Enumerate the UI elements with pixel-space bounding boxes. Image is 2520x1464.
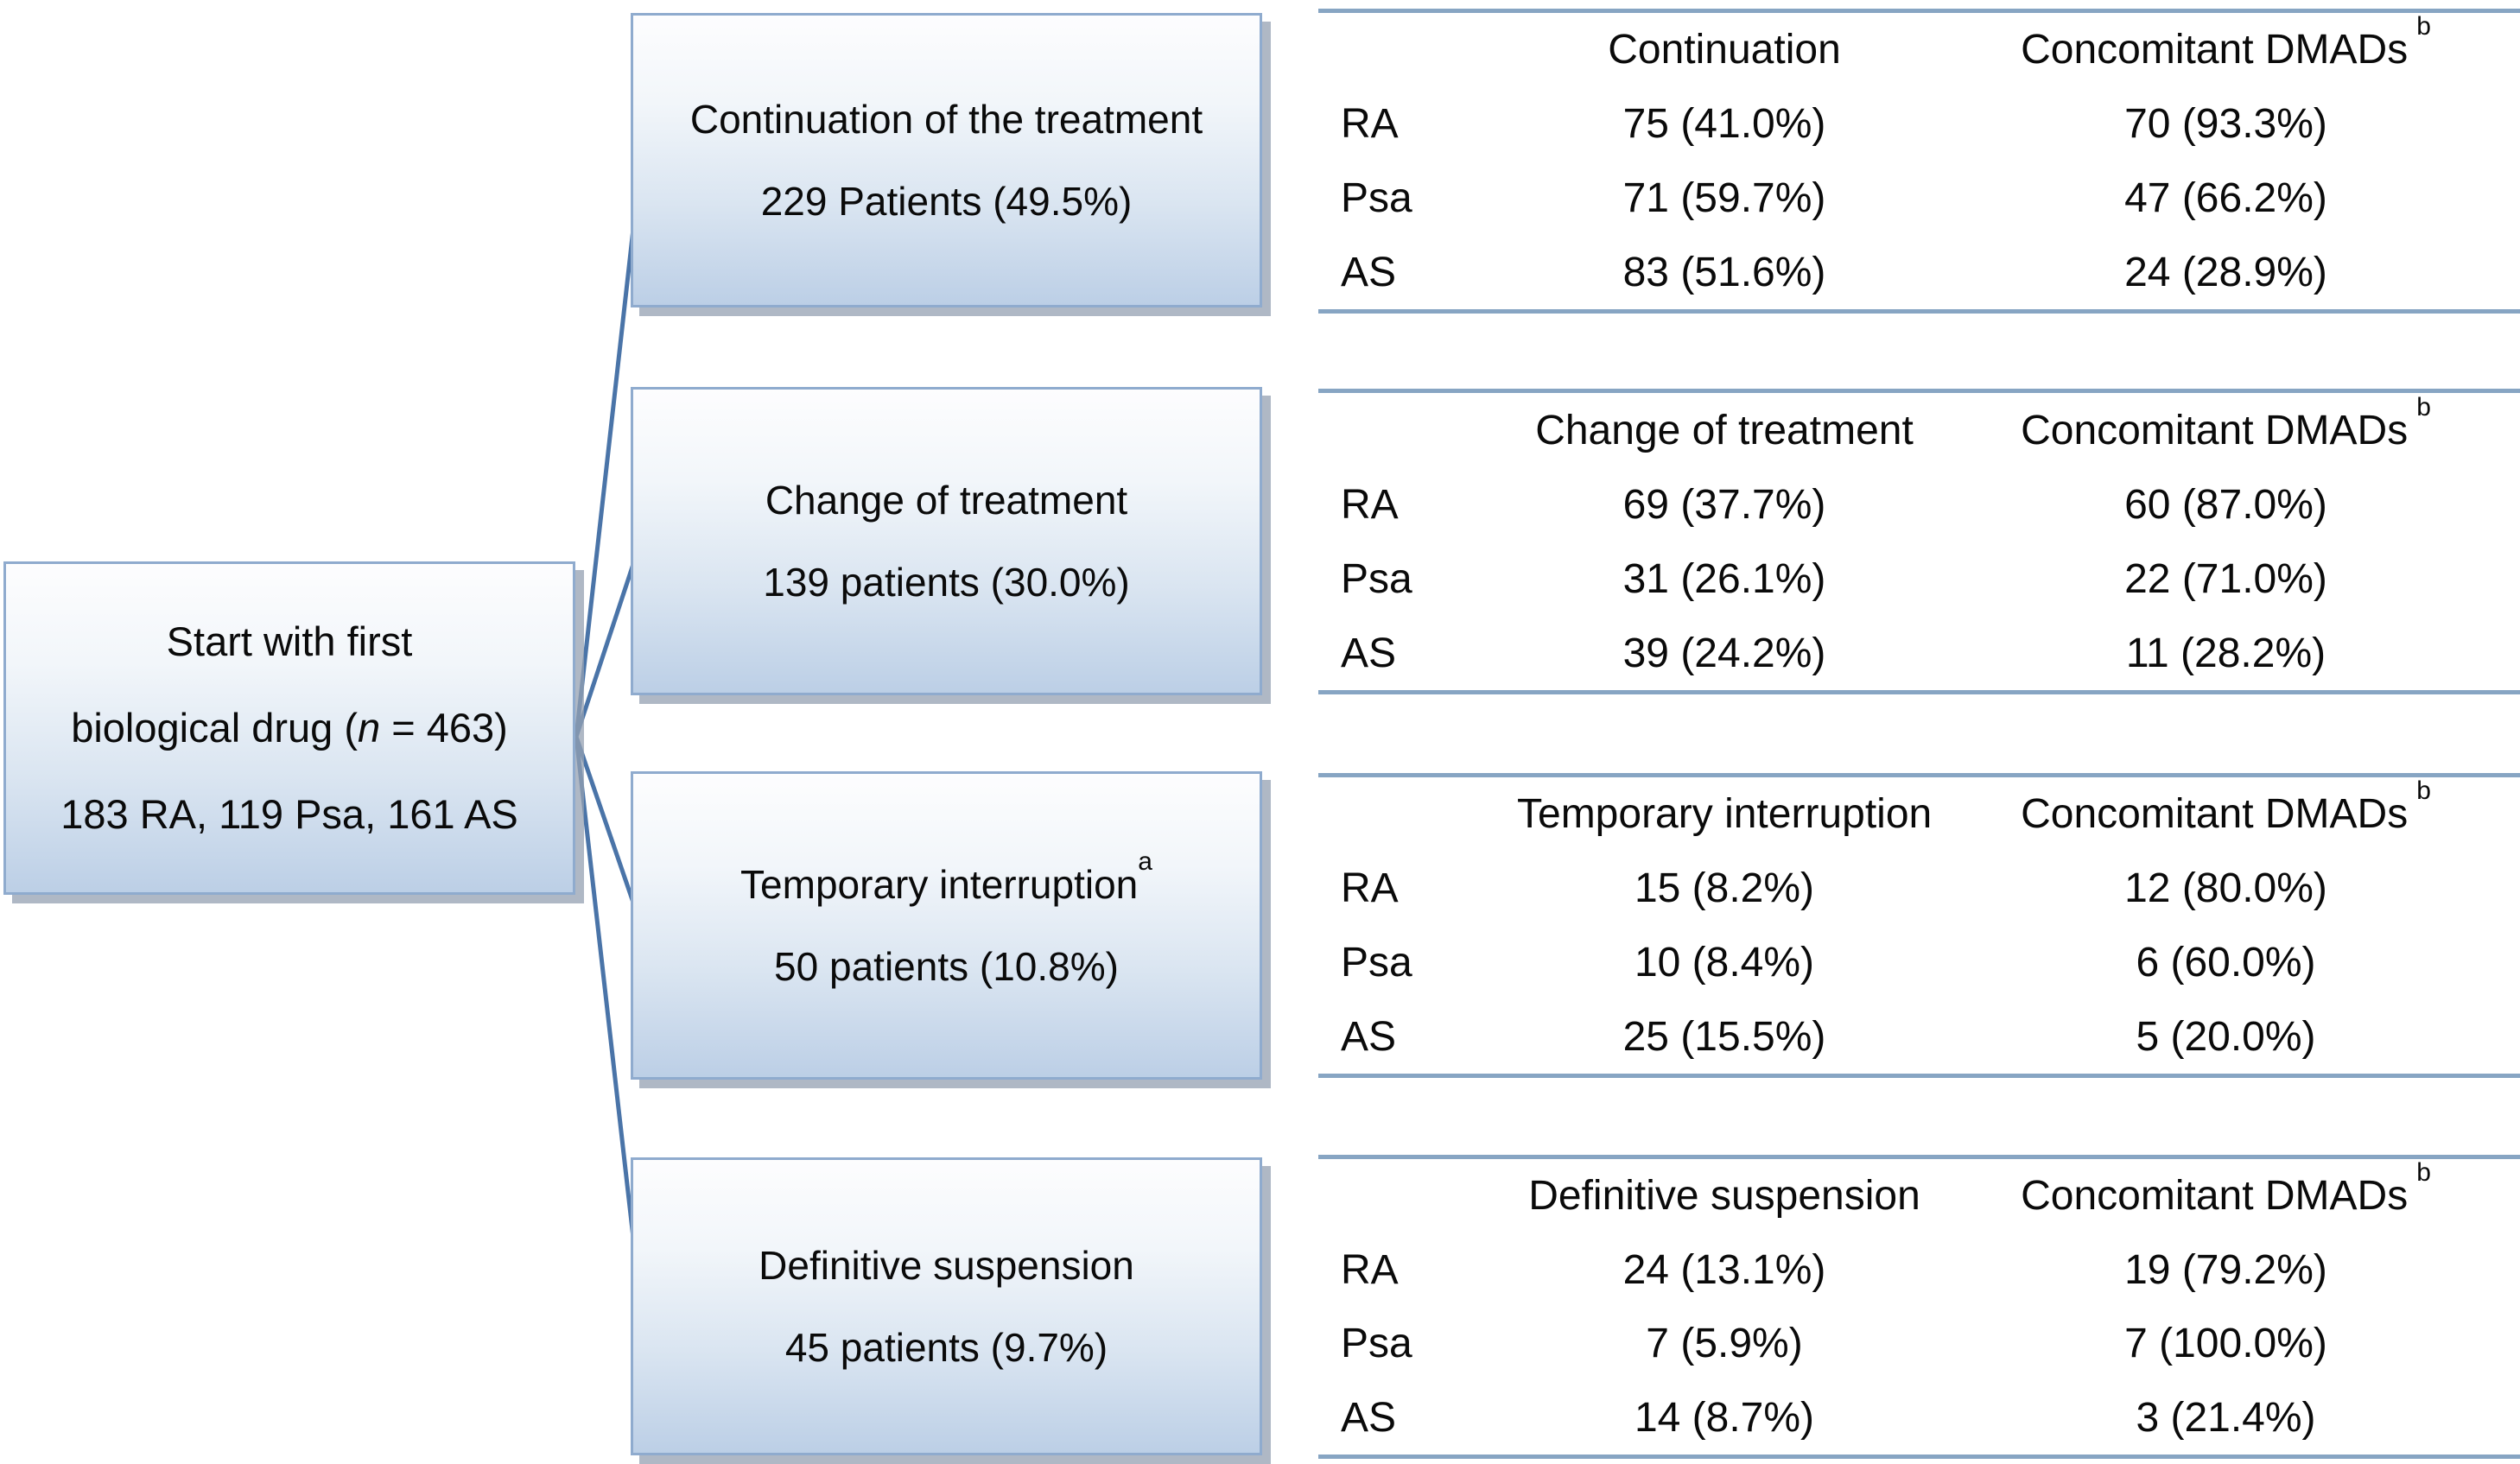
column-header-dmards: Concomitant DMADsb xyxy=(2021,1158,2431,1220)
dmards-value: 3 (21.4%) xyxy=(2136,1394,2316,1441)
footnote-marker-b: b xyxy=(2416,1158,2431,1188)
table-change-of-treatment: Change of treatment Concomitant DMADsb R… xyxy=(1318,389,2520,694)
table-row: AS 25 (15.5%) 5 (20.0%) xyxy=(1318,1013,2520,1061)
box-definitive-suspension: Definitive suspension 45 patients (9.7%) xyxy=(631,1157,1262,1455)
connector-line-change xyxy=(574,540,644,738)
table-row: AS 14 (8.7%) 3 (21.4%) xyxy=(1318,1394,2520,1442)
root-box-line1: Start with first xyxy=(166,618,413,664)
box-temporary-title: Temporary interruptiona xyxy=(740,847,1152,907)
table-row: Psa 31 (26.1%) 22 (71.0%) xyxy=(1318,555,2520,603)
row-label: Psa xyxy=(1341,555,1412,602)
table-row: RA 75 (41.0%) 70 (93.3%) xyxy=(1318,100,2520,148)
connector-line-definitive xyxy=(574,736,644,1307)
box-temporary-interruption: Temporary interruptiona 50 patients (10.… xyxy=(631,771,1262,1080)
row-label: AS xyxy=(1341,1394,1397,1441)
box-continuation-subtitle: 229 Patients (49.5%) xyxy=(760,178,1133,224)
outcome-value: 15 (8.2%) xyxy=(1634,865,1815,912)
row-label: AS xyxy=(1341,249,1397,295)
table-row: RA 15 (8.2%) 12 (80.0%) xyxy=(1318,865,2520,912)
table-row: RA 24 (13.1%) 19 (79.2%) xyxy=(1318,1246,2520,1294)
root-box-line2: biological drug (n = 463) xyxy=(71,705,508,751)
footnote-marker-a: a xyxy=(1138,847,1152,877)
outcome-value: 69 (37.7%) xyxy=(1622,481,1826,528)
table-row: Psa 10 (8.4%) 6 (60.0%) xyxy=(1318,939,2520,986)
dmards-value: 6 (60.0%) xyxy=(2136,939,2316,986)
row-label: Psa xyxy=(1341,174,1412,221)
outcome-value: 71 (59.7%) xyxy=(1622,174,1826,221)
table-row: AS 39 (24.2%) 11 (28.2%) xyxy=(1318,630,2520,677)
table-header-row: Change of treatment Concomitant DMADsb xyxy=(1318,392,2520,454)
table-row: RA 69 (37.7%) 60 (87.0%) xyxy=(1318,481,2520,529)
table-header-row: Definitive suspension Concomitant DMADsb xyxy=(1318,1158,2520,1220)
table-header-row: Temporary interruption Concomitant DMADs… xyxy=(1318,776,2520,838)
row-label: Psa xyxy=(1341,1321,1412,1367)
outcome-value: 75 (41.0%) xyxy=(1622,101,1826,148)
dmards-value: 22 (71.0%) xyxy=(2124,555,2327,602)
column-header-outcome: Continuation xyxy=(1608,27,1841,73)
root-box-start-first-biological-drug: Start with first biological drug (n = 46… xyxy=(3,561,575,895)
outcome-value: 10 (8.4%) xyxy=(1634,939,1815,986)
row-label: RA xyxy=(1341,1246,1399,1293)
footnote-marker-b: b xyxy=(2416,776,2431,806)
box-definitive-title: Definitive suspension xyxy=(759,1242,1134,1288)
dmards-value: 47 (66.2%) xyxy=(2124,174,2327,221)
dmards-value: 60 (87.0%) xyxy=(2124,481,2327,528)
column-header-outcome: Definitive suspension xyxy=(1528,1173,1920,1220)
box-continuation-title: Continuation of the treatment xyxy=(689,96,1203,142)
box-definitive-subtitle: 45 patients (9.7%) xyxy=(784,1324,1108,1370)
row-label: RA xyxy=(1341,865,1399,912)
outcome-value: 24 (13.1%) xyxy=(1622,1246,1826,1293)
column-header-dmards: Concomitant DMADsb xyxy=(2021,776,2431,838)
outcome-value: 39 (24.2%) xyxy=(1622,630,1826,676)
row-label: RA xyxy=(1341,481,1399,528)
dmards-value: 11 (28.2%) xyxy=(2125,630,2326,676)
table-continuation: Continuation Concomitant DMADsb RA 75 (4… xyxy=(1318,9,2520,314)
box-temporary-subtitle: 50 patients (10.8%) xyxy=(774,943,1119,989)
footnote-marker-b: b xyxy=(2416,392,2431,421)
box-change-subtitle: 139 patients (30.0%) xyxy=(763,559,1130,605)
root-box-line3: 183 RA, 119 Psa, 161 AS xyxy=(60,791,518,837)
dmards-value: 12 (80.0%) xyxy=(2124,865,2327,912)
table-header-row: Continuation Concomitant DMADsb xyxy=(1318,12,2520,73)
table-temporary-interruption: Temporary interruption Concomitant DMADs… xyxy=(1318,773,2520,1078)
outcome-value: 83 (51.6%) xyxy=(1622,249,1826,295)
table-row: Psa 71 (59.7%) 47 (66.2%) xyxy=(1318,174,2520,222)
connector-line-temporary xyxy=(574,736,644,926)
table-definitive-suspension: Definitive suspension Concomitant DMADsb… xyxy=(1318,1155,2520,1459)
row-label: RA xyxy=(1341,101,1399,148)
dmards-value: 19 (79.2%) xyxy=(2124,1246,2327,1293)
row-label: AS xyxy=(1341,630,1397,676)
italic-n: n xyxy=(358,705,381,751)
connector-line-continuation xyxy=(574,159,644,738)
column-header-outcome: Change of treatment xyxy=(1535,407,1914,453)
dmards-value: 24 (28.9%) xyxy=(2124,249,2327,295)
outcome-value: 14 (8.7%) xyxy=(1634,1394,1815,1441)
row-label: Psa xyxy=(1341,939,1412,986)
box-change-title: Change of treatment xyxy=(765,477,1128,523)
footnote-marker-b: b xyxy=(2416,12,2431,41)
box-change-of-treatment: Change of treatment 139 patients (30.0%) xyxy=(631,387,1262,695)
outcome-value: 31 (26.1%) xyxy=(1622,555,1826,602)
dmards-value: 5 (20.0%) xyxy=(2136,1013,2316,1060)
column-header-outcome: Temporary interruption xyxy=(1517,791,1933,838)
dmards-value: 70 (93.3%) xyxy=(2124,101,2327,148)
outcome-value: 25 (15.5%) xyxy=(1622,1013,1826,1060)
dmards-value: 7 (100.0%) xyxy=(2124,1321,2327,1367)
table-row: Psa 7 (5.9%) 7 (100.0%) xyxy=(1318,1320,2520,1367)
row-label: AS xyxy=(1341,1013,1397,1060)
column-header-dmards: Concomitant DMADsb xyxy=(2021,12,2431,73)
column-header-dmards: Concomitant DMADsb xyxy=(2021,392,2431,453)
table-row: AS 83 (51.6%) 24 (28.9%) xyxy=(1318,249,2520,296)
outcome-value: 7 (5.9%) xyxy=(1646,1321,1803,1367)
box-continuation: Continuation of the treatment 229 Patien… xyxy=(631,13,1262,307)
